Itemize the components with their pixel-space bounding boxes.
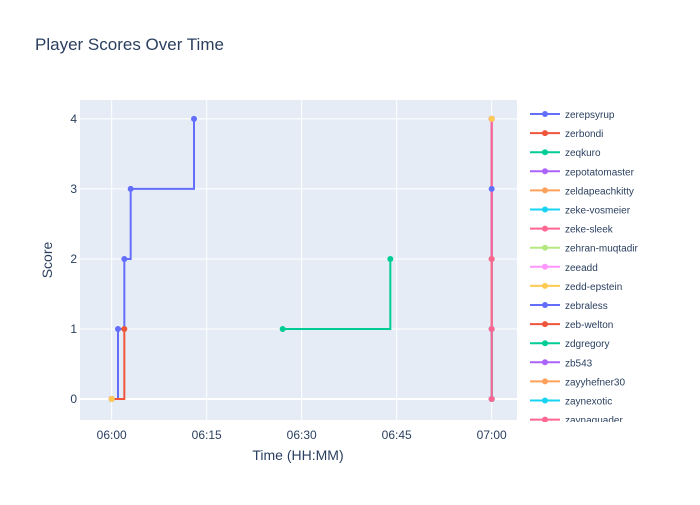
data-point	[488, 115, 495, 122]
legend-marker	[542, 416, 548, 422]
legend-label: zerbondi	[565, 129, 603, 140]
legend-label: zerepsyrup	[565, 110, 615, 121]
legend-marker	[542, 149, 548, 156]
data-point-zedd-epstein	[108, 395, 115, 402]
legend-marker	[542, 302, 548, 308]
y-tick-label: 2	[70, 252, 77, 266]
legend-item-zb543[interactable]: zb543	[530, 358, 593, 369]
legend[interactable]: zerepsyrup zerbondi zeqkuro zepotatomaster z…	[530, 110, 638, 427]
plot-area: 06:00 06:15 06:30 06:45 07:00 0 1 2 3 4	[70, 100, 517, 442]
legend-label: zehran-muqtadir	[565, 244, 638, 255]
legend-marker	[542, 168, 548, 175]
legend-item-zehran-muqtadir[interactable]: zehran-muqtadir	[530, 244, 638, 255]
legend-item-zeke-sleek[interactable]: zeke-sleek	[530, 225, 614, 236]
legend-marker	[542, 340, 548, 347]
y-axis-label: Score	[39, 242, 55, 279]
legend-marker	[542, 378, 548, 385]
series-line-zerbondi	[111, 328, 126, 400]
legend-label: zeke-sleek	[565, 225, 614, 236]
legend-item-zedd-epstein[interactable]: zedd-epstein	[530, 282, 622, 293]
data-point-zaynaquader	[488, 325, 495, 332]
legend-item-zdgregory[interactable]: zdgregory	[530, 339, 609, 350]
legend-item-zerbondi[interactable]: zerbondi	[530, 129, 603, 140]
y-tick-label: 0	[70, 392, 77, 406]
legend-marker	[542, 359, 548, 366]
legend-label: zebraless	[565, 301, 608, 312]
legend-item-zepotatomaster[interactable]: zepotatomaster	[530, 167, 635, 178]
data-point-zerbondi	[121, 325, 128, 332]
x-tick-label: 06:45	[382, 428, 412, 442]
legend-marker	[542, 187, 548, 194]
x-tick-label: 06:00	[97, 428, 127, 442]
legend-label: zedd-epstein	[565, 282, 622, 293]
legend-label: zaynexotic	[565, 397, 612, 408]
data-point-zeqkuro	[279, 325, 286, 332]
legend-item-zerepsyrup[interactable]: zerepsyrup	[530, 110, 615, 121]
legend-item-zebraless[interactable]: zebraless	[530, 301, 608, 312]
legend-marker	[542, 244, 548, 251]
data-point-zaynaquader	[488, 255, 495, 262]
series-line-zeqkuro	[282, 258, 392, 330]
legend-marker	[542, 282, 548, 289]
y-tick-label: 4	[70, 112, 77, 126]
legend-marker	[542, 263, 548, 270]
legend-item-zayyhefner30[interactable]: zayyhefner30	[530, 377, 625, 388]
x-axis-label: Time (HH:MM)	[252, 447, 343, 463]
legend-marker	[542, 397, 548, 404]
legend-label: zayyhefner30	[565, 377, 625, 388]
legend-label: zeke-vosmeier	[565, 206, 631, 217]
y-tick-label: 1	[70, 322, 77, 336]
data-point-zerepsyrup	[115, 325, 121, 332]
legend-label: zeeadd	[565, 263, 598, 274]
legend-item-zeldapeachkitty[interactable]: zeldapeachkitty	[530, 186, 634, 197]
legend-label: zeqkuro	[565, 148, 601, 159]
data-point-zeqkuro	[387, 255, 394, 262]
legend-label: zdgregory	[565, 339, 609, 350]
legend-label: zeldapeachkitty	[565, 186, 634, 197]
chart-title: Player Scores Over Time	[35, 35, 224, 54]
x-tick-label: 06:15	[192, 428, 222, 442]
data-point-zerepsyrup	[121, 255, 128, 262]
legend-marker	[542, 111, 548, 117]
legend-item-zeeadd[interactable]: zeeadd	[530, 263, 598, 274]
data-point-zebraless	[488, 185, 495, 192]
legend-label: zeb-welton	[565, 320, 613, 331]
legend-marker	[542, 321, 548, 328]
legend-item-zeqkuro[interactable]: zeqkuro	[530, 148, 601, 159]
legend-label: zepotatomaster	[565, 167, 635, 178]
legend-item-zaynexotic[interactable]: zaynexotic	[530, 397, 612, 408]
legend-label: zaynaquader	[565, 416, 623, 427]
legend-item-zeke-vosmeier[interactable]: zeke-vosmeier	[530, 206, 631, 217]
data-point-zerepsyrup	[191, 115, 197, 122]
y-tick-label: 3	[70, 182, 77, 196]
data-point-zaynaquader	[488, 395, 495, 402]
x-tick-label: 06:30	[287, 428, 317, 442]
legend-marker	[542, 225, 548, 232]
x-tick-label: 07:00	[477, 428, 507, 442]
legend-label: zb543	[565, 358, 593, 369]
legend-marker	[542, 130, 548, 137]
legend-item-zaynaquader[interactable]: zaynaquader	[530, 416, 623, 427]
plot-background	[80, 100, 517, 420]
data-point-zerepsyrup	[127, 185, 134, 192]
legend-item-zeb-welton[interactable]: zeb-welton	[530, 320, 613, 331]
legend-marker	[542, 206, 548, 213]
